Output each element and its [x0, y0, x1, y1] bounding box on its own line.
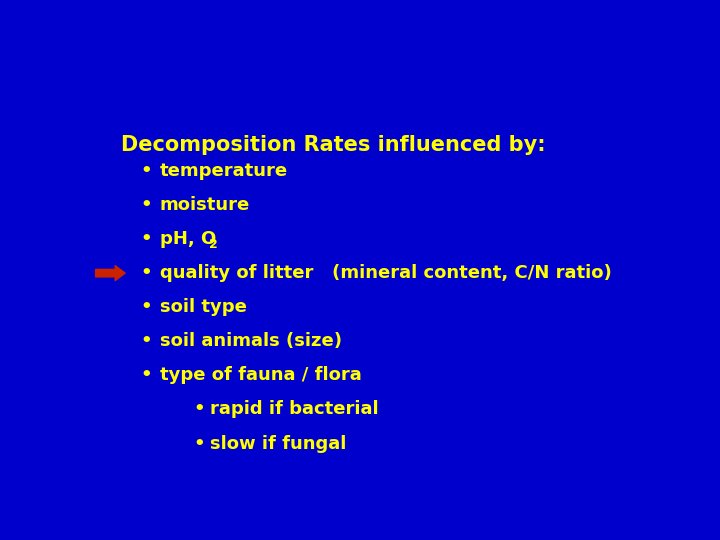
Text: slow if fungal: slow if fungal [210, 435, 346, 453]
Text: rapid if bacterial: rapid if bacterial [210, 401, 379, 418]
Text: type of fauna / flora: type of fauna / flora [160, 367, 361, 384]
Text: 2: 2 [209, 238, 217, 251]
Text: moisture: moisture [160, 196, 250, 214]
Text: •: • [140, 162, 152, 180]
Text: •: • [140, 196, 152, 214]
Text: •: • [140, 298, 152, 316]
Text: quality of litter   (mineral content, C/N ratio): quality of litter (mineral content, C/N … [160, 264, 611, 282]
Text: •: • [140, 367, 152, 384]
Text: pH, O: pH, O [160, 230, 216, 248]
Text: •: • [140, 264, 152, 282]
Text: soil type: soil type [160, 298, 247, 316]
Text: soil animals (size): soil animals (size) [160, 332, 342, 350]
Text: •: • [140, 230, 152, 248]
Text: •: • [193, 401, 204, 418]
Text: temperature: temperature [160, 162, 288, 180]
Text: Decomposition Rates influenced by:: Decomposition Rates influenced by: [121, 136, 545, 156]
Text: •: • [193, 435, 204, 453]
Text: •: • [140, 332, 152, 350]
